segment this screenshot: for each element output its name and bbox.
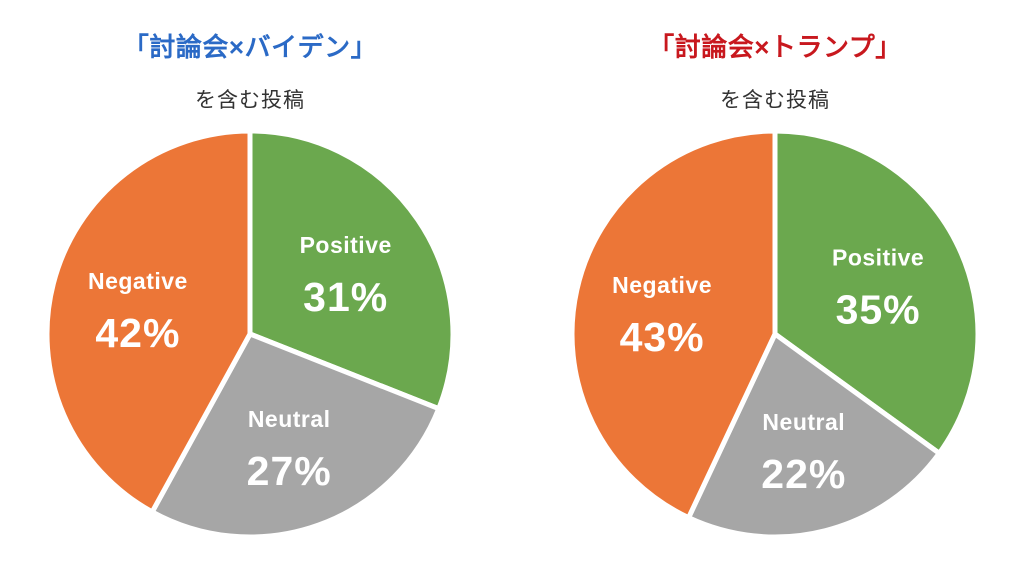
pie-slice-negative [44, 128, 253, 515]
pie-slice-negative [569, 128, 778, 521]
slice-label-positive: Positive [300, 232, 392, 258]
pie-chart-trump: Positive 35% Neutral 22% Negative 43% [569, 128, 981, 540]
pie-chart-panel-biden: 「討論会×バイデン」 を含む投稿 Positive 31% Neutral 27% Ne… [20, 0, 480, 569]
pie-chart-panel-trump: 「討論会×トランプ」 を含む投稿 Positive 35% Neutral 22% Ne… [545, 0, 1005, 569]
slice-value-positive: 31% [303, 274, 388, 320]
pie-slice-positive [772, 128, 981, 456]
pie-slice-positive [247, 128, 456, 412]
slice-value-negative: 42% [95, 310, 180, 356]
slice-label-neutral: Neutral [762, 409, 845, 435]
slice-value-neutral: 27% [247, 448, 332, 494]
slice-label-neutral: Neutral [248, 406, 331, 432]
slice-label-positive: Positive [832, 245, 924, 271]
slice-label-negative: Negative [612, 272, 712, 298]
chart-title-trump: 「討論会×トランプ」 [648, 32, 902, 62]
chart-title-biden: 「討論会×バイデン」 [122, 32, 378, 62]
chart-subtitle-trump: を含む投稿 [720, 89, 830, 112]
slice-value-negative: 43% [620, 314, 705, 360]
slice-value-positive: 35% [836, 287, 921, 333]
chart-subtitle-biden: を含む投稿 [195, 89, 305, 112]
slice-value-neutral: 22% [761, 451, 846, 497]
slice-label-negative: Negative [88, 268, 188, 294]
pie-chart-biden: Positive 31% Neutral 27% Negative 42% [44, 128, 456, 540]
